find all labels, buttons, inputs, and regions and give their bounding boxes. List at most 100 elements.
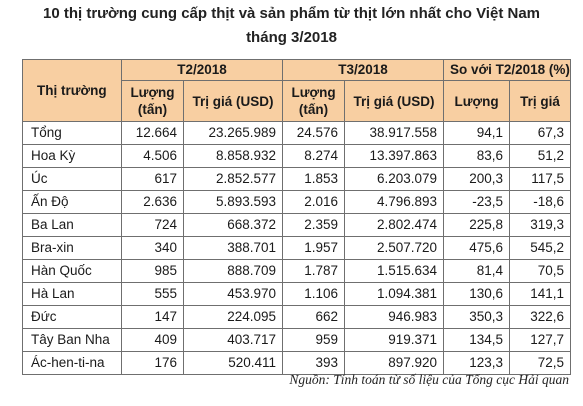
cell-t3-volume: 1.787 [282, 259, 346, 283]
cell-market: Đức [22, 305, 122, 329]
cell-t3-value: 2.507.720 [344, 236, 445, 260]
cell-t2-volume: 617 [121, 167, 184, 191]
header-group-compare: So với T2/2018 (%) [443, 59, 572, 81]
cell-market: Bra-xin [22, 236, 122, 260]
cell-t3-value: 4.796.893 [344, 190, 445, 214]
cell-compare-value: -18,6 [509, 190, 572, 214]
cell-t2-value: 668.372 [182, 213, 284, 237]
cell-market: Tây Ban Nha [22, 328, 122, 352]
cell-compare-volume: 225,8 [443, 213, 511, 237]
cell-t2-volume: 176 [121, 351, 184, 375]
table-row: Đức 147 224.095 662 946.983 350,3 322,6 [22, 305, 572, 329]
cell-t2-value: 888.709 [182, 259, 284, 283]
cell-t3-value: 13.397.863 [344, 144, 445, 168]
cell-t3-value: 1.515.634 [344, 259, 445, 283]
cell-t2-value: 224.095 [182, 305, 284, 329]
table-row: Bra-xin 340 388.701 1.957 2.507.720 475,6 545,… [22, 236, 572, 260]
cell-t2-volume: 4.506 [121, 144, 184, 168]
cell-t3-value: 1.094.381 [344, 282, 445, 306]
cell-market: Ác-hen-ti-na [22, 351, 122, 375]
cell-compare-value: 70,5 [509, 259, 572, 283]
cell-compare-volume: 123,3 [443, 351, 511, 375]
cell-compare-value: 72,5 [509, 351, 572, 375]
cell-t2-volume: 724 [121, 213, 184, 237]
header-t3-volume: Lượng (tấn) [282, 80, 346, 122]
cell-market: Ba Lan [22, 213, 122, 237]
cell-t3-value: 946.983 [344, 305, 445, 329]
header-group-t2: T2/2018 [120, 59, 284, 81]
cell-t2-value: 453.970 [182, 282, 284, 306]
header-t2-value: Trị giá (USD) [182, 80, 284, 122]
cell-market: Hà Lan [22, 282, 122, 306]
source-note: Nguồn: Tính toán từ số liệu của Tổng cục… [289, 372, 569, 387]
cell-t3-value: 919.371 [344, 328, 445, 352]
table-body: Tổng 12.664 23.265.989 24.576 38.917.558 94,1… [22, 121, 572, 375]
cell-t2-volume: 2.636 [121, 190, 184, 214]
cell-t2-volume: 12.664 [121, 121, 184, 145]
cell-t3-volume: 24.576 [282, 121, 346, 145]
cell-t2-volume: 340 [121, 236, 184, 260]
cell-compare-value: 141,1 [509, 282, 572, 306]
cell-t2-value: 520.411 [182, 351, 284, 375]
cell-t3-volume: 1.853 [282, 167, 346, 191]
cell-t2-volume: 555 [121, 282, 184, 306]
cell-compare-value: 67,3 [509, 121, 572, 145]
cell-t2-volume: 409 [121, 328, 184, 352]
cell-compare-value: 127,7 [509, 328, 572, 352]
title-line-2: tháng 3/2018 [246, 29, 337, 46]
header-compare-volume: Lượng [443, 80, 511, 122]
header-group-t3: T3/2018 [282, 59, 445, 81]
table-title: 10 thị trường cung cấp thịt và sản phẩm … [0, 2, 583, 50]
cell-market: Hàn Quốc [22, 259, 122, 283]
header-t3-value: Trị giá (USD) [344, 80, 445, 122]
cell-market: Hoa Kỳ [22, 144, 122, 168]
header-compare-value: Trị giá [509, 80, 572, 122]
cell-compare-volume: 200,3 [443, 167, 511, 191]
table-row: Hoa Kỳ 4.506 8.858.932 8.274 13.397.863 83,6 5… [22, 144, 572, 168]
cell-compare-volume: 475,6 [443, 236, 511, 260]
cell-t3-volume: 8.274 [282, 144, 346, 168]
cell-t3-volume: 2.016 [282, 190, 346, 214]
cell-compare-volume: 350,3 [443, 305, 511, 329]
cell-t2-volume: 985 [121, 259, 184, 283]
cell-market: Ấn Độ [22, 190, 122, 214]
table-row: Úc 617 2.852.577 1.853 6.203.079 200,3 117,5 [22, 167, 572, 191]
cell-t3-volume: 662 [282, 305, 346, 329]
cell-compare-value: 322,6 [509, 305, 572, 329]
table-row: Tổng 12.664 23.265.989 24.576 38.917.558 94,1… [22, 121, 572, 145]
cell-t2-value: 403.717 [182, 328, 284, 352]
title-line-1: 10 thị trường cung cấp thịt và sản phẩm … [43, 5, 540, 22]
import-markets-table: Thị trường T2/2018 T3/2018 So với T2/201… [22, 59, 572, 375]
cell-compare-volume: 130,6 [443, 282, 511, 306]
cell-t3-volume: 959 [282, 328, 346, 352]
cell-t3-volume: 393 [282, 351, 346, 375]
cell-compare-value: 319,3 [509, 213, 572, 237]
cell-market: Tổng [22, 121, 122, 145]
cell-t2-value: 388.701 [182, 236, 284, 260]
cell-t3-volume: 1.957 [282, 236, 346, 260]
cell-market: Úc [22, 167, 122, 191]
cell-t2-value: 5.893.593 [182, 190, 284, 214]
cell-compare-volume: 81,4 [443, 259, 511, 283]
cell-t3-value: 6.203.079 [344, 167, 445, 191]
table-row: Ba Lan 724 668.372 2.359 2.802.474 225,8 319,3 [22, 213, 572, 237]
table-row: Ác-hen-ti-na 176 520.411 393 897.920 123,3 72,… [22, 351, 572, 375]
cell-t3-value: 38.917.558 [344, 121, 445, 145]
cell-t2-value: 23.265.989 [182, 121, 284, 145]
cell-compare-volume: 134,5 [443, 328, 511, 352]
cell-compare-value: 117,5 [509, 167, 572, 191]
cell-t3-value: 897.920 [344, 351, 445, 375]
table-row: Tây Ban Nha 409 403.717 959 919.371 134,5 127,… [22, 328, 572, 352]
table-row: Hàn Quốc 985 888.709 1.787 1.515.634 81,4 70,5 [22, 259, 572, 283]
cell-compare-value: 545,2 [509, 236, 572, 260]
cell-compare-value: 51,2 [509, 144, 572, 168]
cell-t2-volume: 147 [121, 305, 184, 329]
cell-t3-volume: 2.359 [282, 213, 346, 237]
cell-t3-volume: 1.106 [282, 282, 346, 306]
cell-compare-volume: 83,6 [443, 144, 511, 168]
table-row: Ấn Độ 2.636 5.893.593 2.016 4.796.893 -23,5 -1… [22, 190, 572, 214]
header-market: Thị trường [22, 59, 122, 122]
header-t2-volume: Lượng (tấn) [121, 80, 184, 122]
table-row: Hà Lan 555 453.970 1.106 1.094.381 130,6 141,1 [22, 282, 572, 306]
cell-t2-value: 8.858.932 [182, 144, 284, 168]
